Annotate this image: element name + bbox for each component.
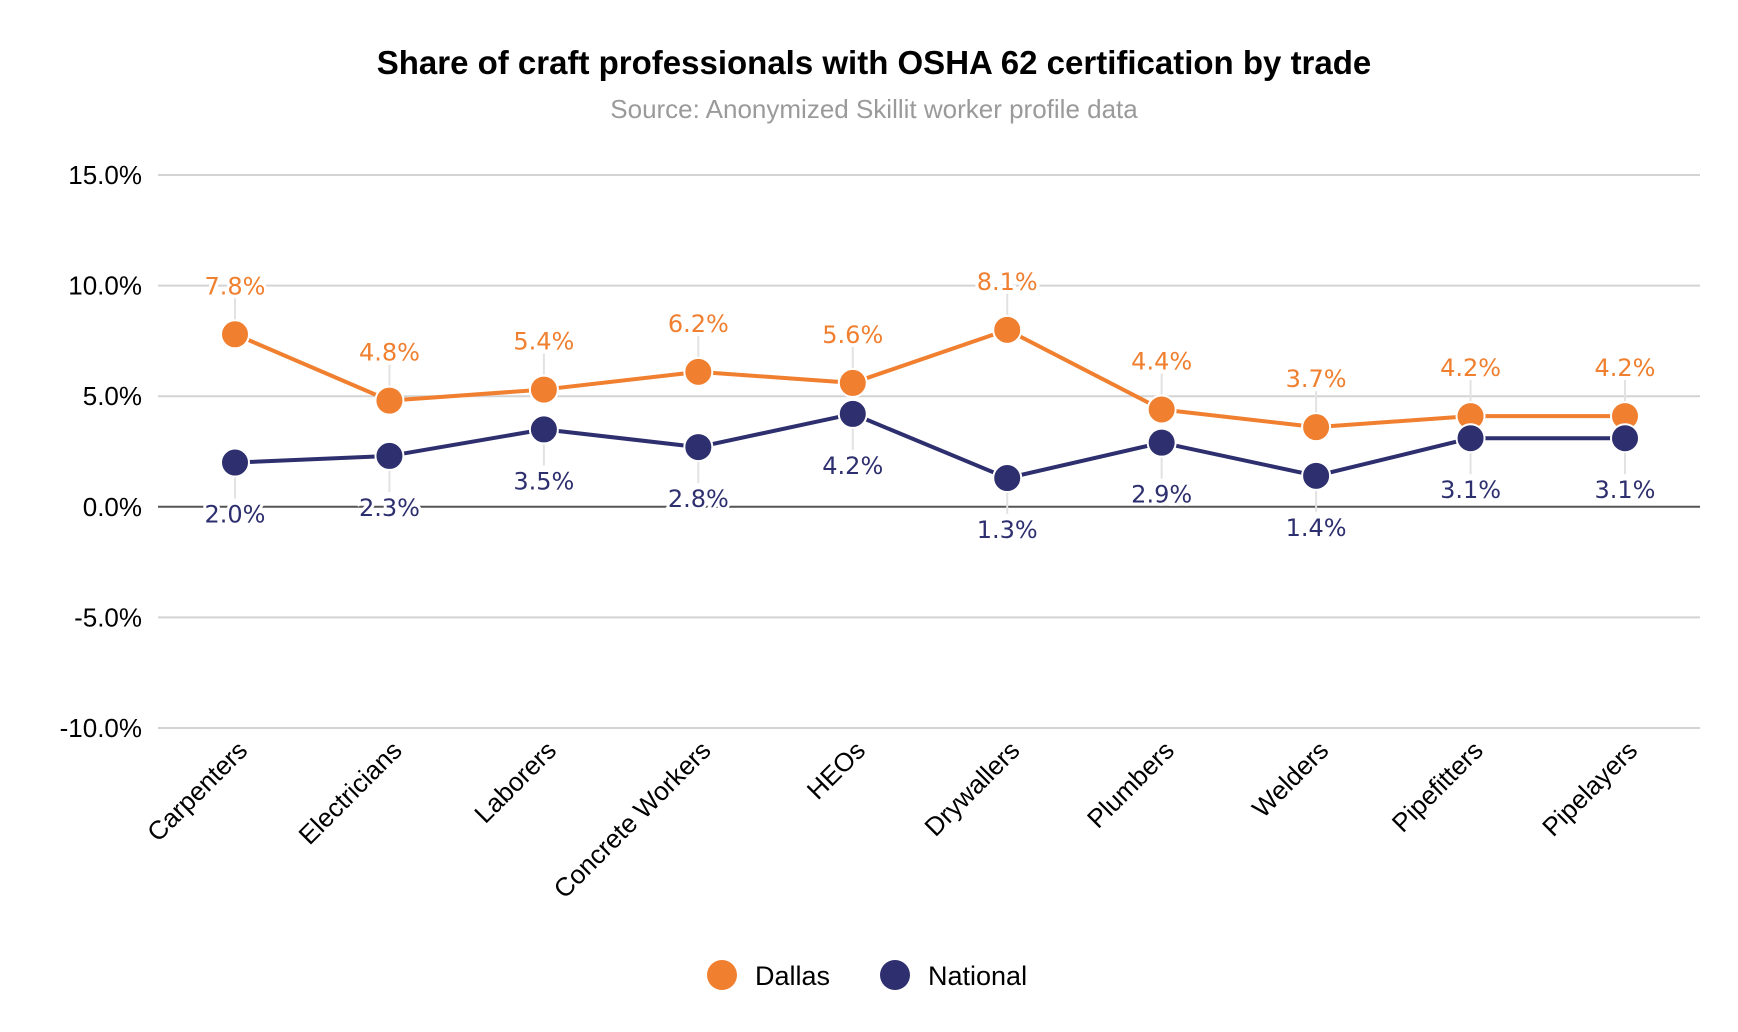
data-label-dallas: 3.7% bbox=[1286, 365, 1347, 393]
data-point-national[interactable] bbox=[1610, 423, 1640, 454]
series-lines bbox=[234, 327, 1625, 481]
label-connectors bbox=[234, 293, 1626, 515]
data-labels: 7.8% 4.8% 5.4% 6.2% 5.6% 8.1% 4.4% 3.7% 4.2% 4.2%… bbox=[202, 265, 1659, 547]
data-label-national: 2.0% bbox=[205, 501, 266, 529]
x-tick-label: Drywallers bbox=[918, 735, 1025, 842]
data-point-dallas[interactable] bbox=[1301, 412, 1332, 443]
y-tick-label: 10.0% bbox=[68, 271, 142, 301]
data-point-national[interactable] bbox=[837, 398, 868, 429]
x-tick-label: Concrete Workers bbox=[548, 735, 717, 904]
data-point-national[interactable] bbox=[220, 447, 250, 478]
data-point-national[interactable] bbox=[683, 432, 714, 463]
data-point-national[interactable] bbox=[374, 440, 405, 471]
x-tick-label: Pipelayers bbox=[1536, 735, 1643, 842]
y-tick-label: -5.0% bbox=[74, 602, 142, 632]
data-point-dallas[interactable] bbox=[220, 319, 250, 350]
y-tick-label: 5.0% bbox=[83, 381, 142, 411]
data-label-dallas: 6.2% bbox=[668, 310, 729, 338]
data-label-national: 2.3% bbox=[359, 494, 420, 522]
x-tick-label: Electricians bbox=[292, 735, 407, 850]
data-point-national[interactable] bbox=[1455, 423, 1486, 454]
series-line-dallas bbox=[234, 327, 1625, 430]
data-label-dallas: 4.2% bbox=[1440, 354, 1501, 382]
data-label-national: 3.5% bbox=[513, 467, 574, 495]
x-tick-label: Plumbers bbox=[1081, 735, 1180, 834]
data-label-dallas: 4.8% bbox=[359, 339, 420, 367]
data-point-dallas[interactable] bbox=[374, 385, 405, 416]
data-point-dallas[interactable] bbox=[837, 367, 868, 398]
legend-marker-national[interactable] bbox=[880, 960, 910, 990]
y-tick-label: -10.0% bbox=[60, 713, 142, 743]
data-label-national: 4.2% bbox=[822, 452, 883, 480]
chart-subtitle: Source: Anonymized Skillit worker profil… bbox=[610, 94, 1138, 124]
data-label-dallas: 8.1% bbox=[977, 268, 1038, 296]
data-label-dallas: 4.4% bbox=[1131, 347, 1192, 375]
data-point-dallas[interactable] bbox=[528, 374, 559, 405]
legend-label-national[interactable]: National bbox=[928, 961, 1027, 991]
chart-title: Share of craft professionals with OSHA 6… bbox=[377, 44, 1372, 81]
series-markers bbox=[220, 314, 1640, 494]
y-tick-label: 15.0% bbox=[68, 160, 142, 190]
x-tick-label: HEOs bbox=[801, 735, 871, 805]
data-point-dallas[interactable] bbox=[992, 314, 1023, 345]
y-axis-ticks: 15.0% 10.0% 5.0% 0.0% -5.0% -10.0% bbox=[60, 160, 142, 743]
legend: Dallas National bbox=[707, 960, 1027, 991]
x-tick-label: Carpenters bbox=[141, 735, 253, 847]
data-label-national: 2.8% bbox=[668, 485, 729, 513]
x-tick-label: Welders bbox=[1246, 735, 1334, 823]
data-label-dallas: 5.4% bbox=[513, 328, 574, 356]
data-label-national: 3.1% bbox=[1595, 476, 1656, 504]
data-label-national: 2.9% bbox=[1131, 481, 1192, 509]
data-point-national[interactable] bbox=[528, 414, 559, 445]
legend-marker-dallas[interactable] bbox=[707, 960, 737, 990]
data-point-national[interactable] bbox=[1301, 460, 1332, 491]
data-label-national: 1.4% bbox=[1286, 514, 1347, 542]
x-tick-label: Pipefitters bbox=[1386, 735, 1489, 838]
data-label-dallas: 4.2% bbox=[1595, 354, 1656, 382]
data-label-national: 1.3% bbox=[977, 516, 1038, 544]
data-label-national: 3.1% bbox=[1440, 476, 1501, 504]
data-point-dallas[interactable] bbox=[1146, 394, 1177, 425]
series-line-national bbox=[234, 411, 1625, 481]
data-label-dallas: 5.6% bbox=[822, 321, 883, 349]
data-point-national[interactable] bbox=[992, 463, 1023, 494]
data-label-dallas: 7.8% bbox=[205, 272, 266, 300]
data-point-national[interactable] bbox=[1146, 427, 1177, 458]
legend-label-dallas[interactable]: Dallas bbox=[755, 961, 830, 991]
y-tick-label: 0.0% bbox=[83, 492, 142, 522]
gridlines bbox=[158, 174, 1700, 729]
data-point-dallas[interactable] bbox=[683, 356, 714, 387]
x-tick-label: Laborers bbox=[468, 735, 562, 829]
